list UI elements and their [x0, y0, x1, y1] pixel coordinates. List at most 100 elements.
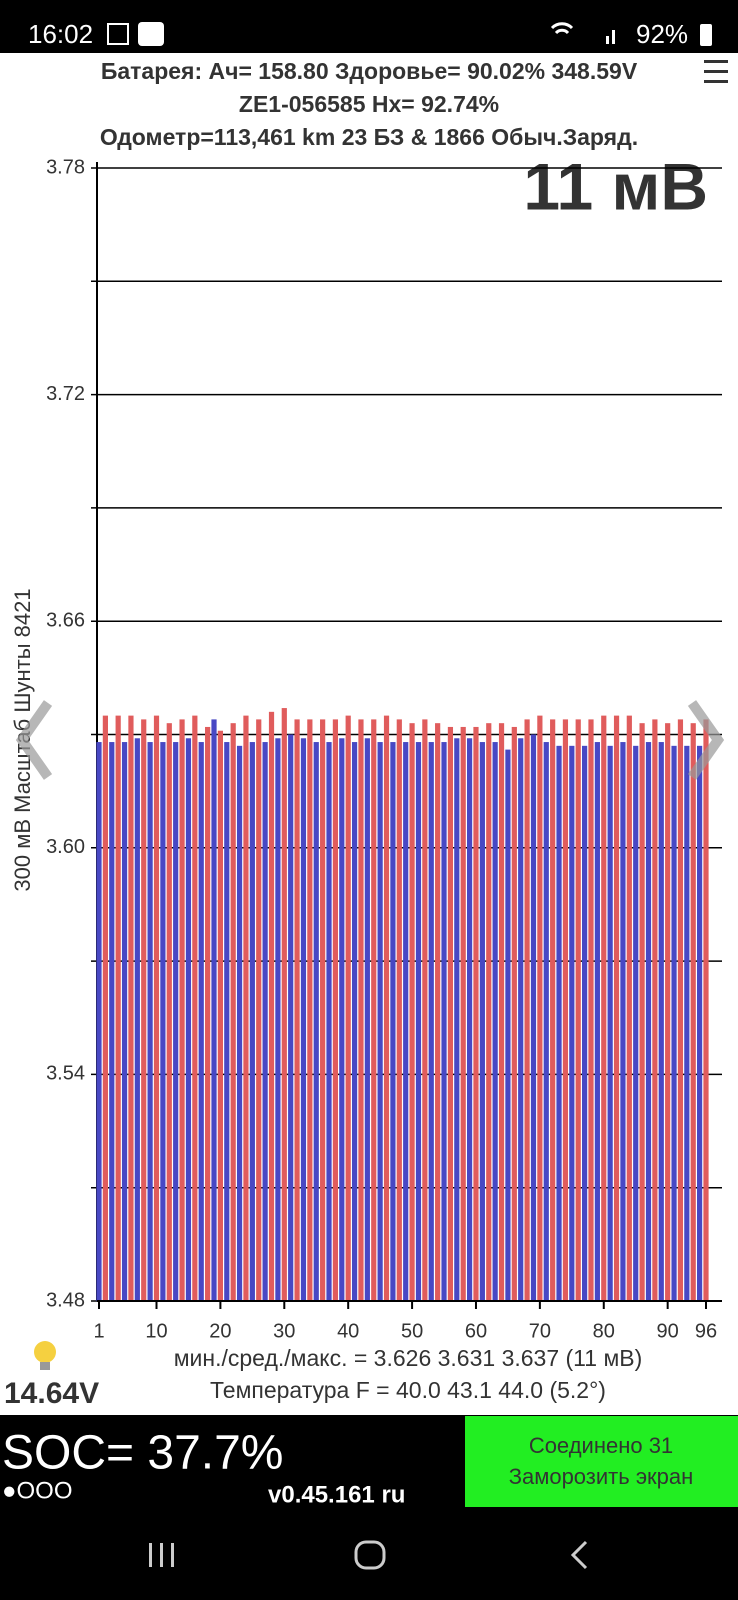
connection-dots: ●OOO	[2, 1477, 73, 1504]
bar	[524, 719, 530, 1301]
bar	[115, 715, 121, 1301]
x-tick-label: 40	[337, 1320, 359, 1342]
prev-arrow[interactable]	[15, 700, 53, 780]
bar	[300, 738, 307, 1301]
plot: 3.48 3.54 3.60 3.66 3.72 3.78 1 10 20 30 40 50 60 70 8…	[46, 156, 722, 1342]
nav-bar	[149, 1540, 588, 1570]
bar	[665, 723, 671, 1301]
battery-icon	[700, 24, 712, 46]
gallery-icon	[107, 23, 129, 45]
bar	[447, 726, 454, 1301]
bar	[198, 742, 204, 1301]
bar	[658, 742, 664, 1301]
bar	[275, 738, 281, 1301]
bar	[134, 738, 140, 1301]
header-line: ZE1-056585 Hx= 92.74%	[239, 91, 499, 117]
bar	[307, 719, 313, 1301]
app-icon	[138, 22, 164, 46]
bar	[147, 742, 153, 1301]
bar	[192, 715, 198, 1301]
freeze-button[interactable]: Соединено 31 Заморозить экран	[465, 1416, 738, 1507]
bar	[601, 715, 607, 1301]
bar	[473, 726, 479, 1301]
bar	[205, 726, 211, 1301]
battery-percent: 92%	[636, 19, 688, 49]
bar	[153, 715, 160, 1301]
nav-back[interactable]	[570, 1540, 588, 1570]
bar	[633, 745, 639, 1301]
menu-icon[interactable]	[704, 60, 728, 83]
soc-label: SOC= 37.7%	[2, 1427, 283, 1480]
bar	[454, 738, 460, 1301]
bar	[626, 715, 632, 1301]
bar	[518, 738, 524, 1301]
bar	[364, 738, 370, 1301]
x-tick-label: 50	[401, 1320, 423, 1342]
bar	[575, 719, 581, 1301]
y-tick-label: 3.66	[46, 609, 85, 631]
y-tick-label: 3.54	[46, 1063, 85, 1085]
bar	[262, 742, 268, 1301]
bar	[268, 711, 275, 1301]
bar	[211, 719, 217, 1301]
bar	[160, 742, 166, 1301]
bar	[230, 723, 236, 1301]
version-label: v0.45.161 ru	[268, 1481, 405, 1508]
bar	[96, 742, 102, 1301]
bar	[498, 723, 505, 1301]
bar	[511, 726, 517, 1301]
bar	[671, 745, 677, 1301]
y-tick-label: 3.72	[46, 383, 85, 405]
bar	[371, 719, 377, 1301]
bar	[313, 742, 319, 1301]
bar	[217, 730, 223, 1301]
header-line: Батарея: Ач= 158.80 Здоровье= 90.02% 348…	[101, 58, 638, 84]
nav-recent[interactable]	[149, 1543, 174, 1567]
bar	[288, 734, 294, 1301]
bar	[236, 745, 243, 1301]
y-tick-label: 3.48	[46, 1289, 85, 1311]
bar	[479, 742, 485, 1301]
bar	[422, 719, 428, 1301]
status-time: 16:02	[28, 19, 93, 49]
bar	[141, 719, 147, 1301]
y-tick-label: 3.78	[46, 156, 85, 178]
nav-home[interactable]	[354, 1540, 386, 1570]
signal-icon	[606, 36, 609, 44]
bar	[677, 719, 684, 1301]
bar	[281, 708, 287, 1301]
voltage-label: 14.64V	[4, 1377, 99, 1410]
x-tick-label: 1	[93, 1320, 104, 1342]
bar	[102, 715, 108, 1301]
x-tick-label: 90	[657, 1320, 679, 1342]
bar	[460, 726, 466, 1301]
bar	[320, 719, 326, 1301]
bar	[607, 745, 613, 1301]
bar	[582, 745, 588, 1301]
x-tick-label: 70	[529, 1320, 551, 1342]
bar	[243, 715, 249, 1301]
spread-label: 11 мВ	[523, 149, 708, 223]
next-arrow[interactable]	[687, 700, 725, 780]
bar	[543, 742, 549, 1301]
button-bg	[465, 1416, 738, 1507]
x-tick-label: 20	[209, 1320, 231, 1342]
bar	[594, 742, 600, 1301]
bar	[466, 738, 473, 1301]
bar	[415, 742, 422, 1301]
x-tick-label: 30	[273, 1320, 295, 1342]
bar	[537, 715, 543, 1301]
bulb-icon	[34, 1341, 56, 1370]
bar	[256, 719, 262, 1301]
bar	[396, 719, 402, 1301]
bar	[109, 742, 115, 1301]
bar	[128, 715, 134, 1301]
bar	[345, 715, 351, 1301]
bar	[620, 742, 626, 1301]
bar	[409, 723, 415, 1301]
bar	[639, 723, 645, 1301]
bar	[339, 738, 345, 1301]
x-tick-label: 96	[695, 1320, 717, 1342]
bar	[492, 742, 498, 1301]
